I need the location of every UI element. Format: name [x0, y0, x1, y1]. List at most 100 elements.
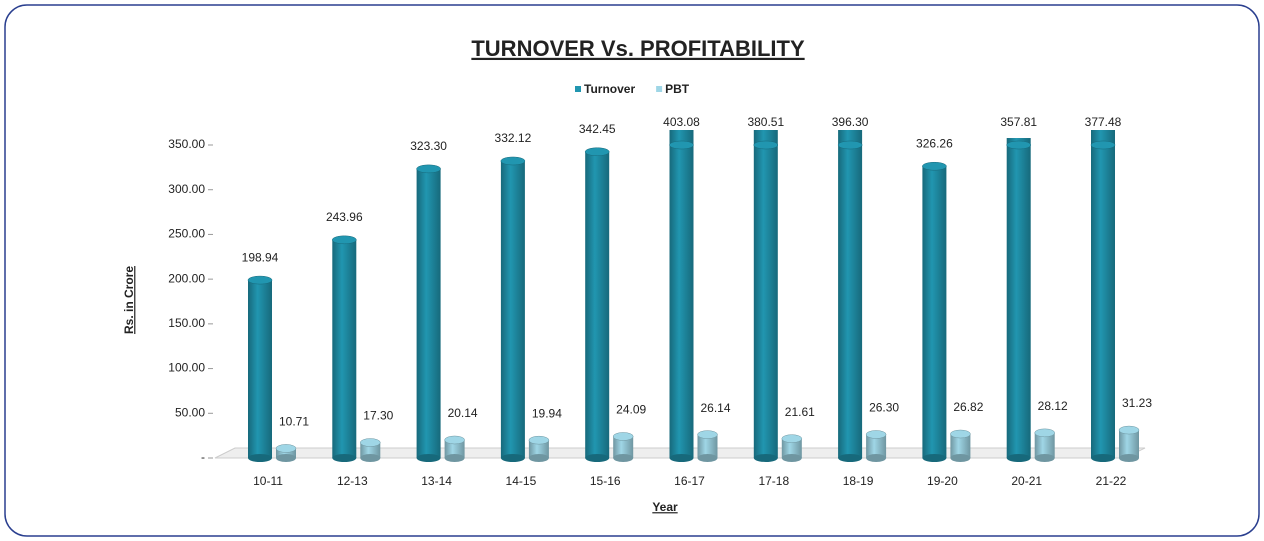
- data-label: 26.82: [953, 400, 983, 414]
- bar: [248, 280, 272, 458]
- bar: [866, 434, 887, 458]
- bar-base: [669, 454, 694, 462]
- y-tick-label: 300.00: [168, 182, 205, 196]
- y-tick-label: 150.00: [168, 316, 205, 330]
- y-tick-label: 350.00: [168, 137, 205, 151]
- bar: [1119, 430, 1139, 458]
- data-label: 377.48: [1085, 115, 1122, 129]
- bar: [922, 166, 947, 458]
- y-tick-label: -: [201, 450, 205, 464]
- bar-base: [248, 454, 272, 462]
- bar-cap: [500, 156, 526, 166]
- data-label: 380.51: [747, 115, 784, 129]
- bar-base: [332, 454, 357, 462]
- legend-label: PBT: [665, 82, 690, 96]
- bar-cap: [781, 434, 803, 443]
- y-tick-label: 100.00: [168, 361, 205, 375]
- data-label: 31.23: [1122, 396, 1152, 410]
- x-tick-label: 18-19: [843, 474, 874, 488]
- bar-cap: [444, 435, 465, 445]
- bar-base: [781, 454, 802, 462]
- bar-cap: [922, 161, 947, 171]
- data-label: 326.26: [916, 136, 953, 150]
- data-label: 19.94: [532, 406, 562, 420]
- x-tick-label: 12-13: [337, 474, 368, 488]
- data-label: 342.45: [579, 122, 616, 136]
- data-label: 403.08: [663, 115, 700, 129]
- bar: [669, 130, 694, 458]
- bar-base: [950, 454, 971, 462]
- data-label: 243.96: [326, 210, 363, 224]
- bar-cap: [950, 429, 971, 439]
- data-label: 10.71: [279, 415, 309, 429]
- bar-cap: [865, 430, 887, 439]
- bar-cap: [275, 444, 297, 453]
- legend-label: Turnover: [584, 82, 635, 96]
- y-axis-title: Rs. in Crore: [122, 266, 136, 334]
- data-label: 357.81: [1000, 115, 1037, 129]
- bar: [781, 438, 802, 458]
- bar-cap: [697, 430, 718, 439]
- bar-base: [444, 454, 465, 462]
- data-label: 20.14: [448, 406, 478, 420]
- bar-cap: [669, 140, 694, 150]
- bar: [697, 434, 718, 458]
- bar: [332, 239, 357, 458]
- bar-cap: [1006, 140, 1031, 150]
- bar-cap: [612, 432, 634, 441]
- bar-base: [1034, 454, 1055, 462]
- bar-base: [1119, 454, 1139, 462]
- bar: [444, 439, 465, 458]
- legend-swatch: [656, 86, 663, 92]
- x-tick-label: 17-18: [758, 474, 789, 488]
- x-tick-label: 19-20: [927, 474, 958, 488]
- bar-base: [528, 454, 549, 462]
- bar-base: [276, 454, 296, 462]
- bar: [585, 151, 610, 458]
- bar: [950, 434, 971, 458]
- bar-base: [360, 454, 381, 462]
- data-label: 28.12: [1038, 399, 1068, 413]
- data-label: 198.94: [242, 250, 279, 264]
- data-label: 323.30: [410, 139, 447, 153]
- chart-title: TURNOVER Vs. PROFITABILITY: [471, 36, 805, 61]
- bar-base: [585, 454, 610, 462]
- x-tick-label: 13-14: [421, 474, 452, 488]
- data-label: 26.14: [700, 401, 730, 415]
- bar-base: [922, 454, 947, 462]
- bar-base: [753, 454, 778, 462]
- x-tick-label: 20-21: [1011, 474, 1042, 488]
- plot-area: [248, 130, 1139, 462]
- bar: [360, 442, 381, 458]
- bar-cap: [528, 435, 550, 445]
- data-label: 396.30: [832, 115, 869, 129]
- bar: [276, 448, 296, 458]
- x-axis-title: Year: [652, 500, 678, 514]
- bar-cap: [1034, 428, 1055, 438]
- bar-base: [613, 454, 634, 462]
- x-tick-label: 14-15: [506, 474, 537, 488]
- bar-base: [500, 454, 525, 462]
- bar-cap: [1118, 425, 1140, 435]
- y-tick-label: 250.00: [168, 227, 205, 241]
- bar-cap: [753, 140, 779, 150]
- bar-cap: [837, 140, 863, 150]
- data-label: 26.30: [869, 401, 899, 415]
- x-tick-label: 21-22: [1096, 474, 1127, 488]
- bar: [613, 436, 634, 458]
- bar: [838, 130, 863, 458]
- bar-cap: [332, 235, 357, 245]
- data-label: 332.12: [495, 131, 532, 145]
- x-tick-label: 16-17: [674, 474, 705, 488]
- bar-base: [838, 454, 863, 462]
- bar: [1091, 130, 1115, 459]
- bar: [416, 168, 441, 458]
- bar: [1006, 138, 1031, 458]
- bar-base: [1006, 454, 1031, 462]
- data-label: 24.09: [616, 403, 646, 417]
- bar-cap: [1090, 140, 1116, 150]
- bar: [528, 440, 549, 458]
- bar: [1034, 432, 1055, 458]
- bar-cap: [360, 438, 381, 447]
